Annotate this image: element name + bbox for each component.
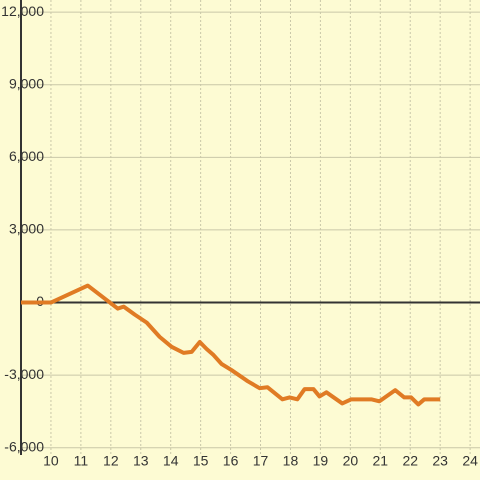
x-tick-label: 13 [133, 453, 149, 469]
x-tick-label: 24 [462, 453, 478, 469]
x-tick-label: 15 [193, 453, 209, 469]
x-tick-label: 14 [163, 453, 179, 469]
x-tick-label: 12 [103, 453, 119, 469]
data-line [21, 283, 441, 407]
x-tick-label: 16 [223, 453, 239, 469]
y-tick-label: -3,000 [4, 366, 44, 382]
y-tick-label: -6,000 [4, 438, 44, 454]
x-tick-label: 20 [343, 453, 359, 469]
x-tick-label: 23 [432, 453, 448, 469]
y-tick-label: 6,000 [9, 148, 44, 164]
x-tick-label: 22 [402, 453, 418, 469]
y-tick-label: 12,000 [1, 3, 44, 19]
x-tick-label: 11 [74, 453, 89, 469]
y-tick-label: 3,000 [9, 221, 44, 237]
x-tick-label: 21 [373, 453, 389, 469]
x-tick-label: 10 [43, 453, 59, 469]
x-tick-label: 18 [283, 453, 299, 469]
x-tick-label: 17 [253, 453, 269, 469]
x-tick-label: 19 [313, 453, 329, 469]
y-tick-label: 9,000 [9, 75, 44, 91]
